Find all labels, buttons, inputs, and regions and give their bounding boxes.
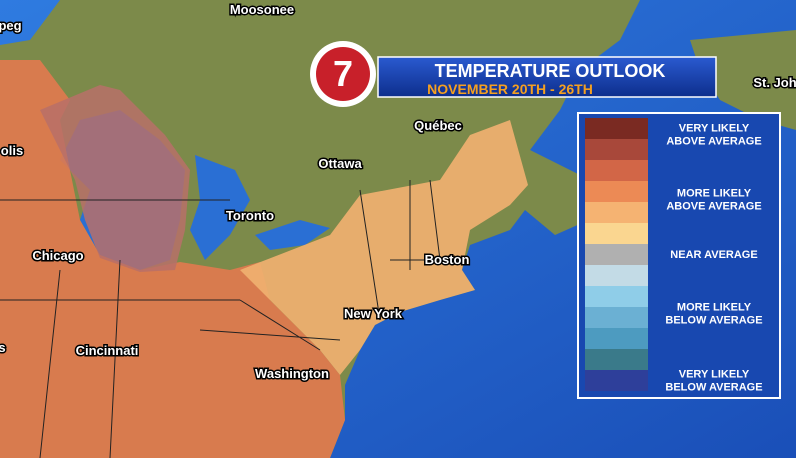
- outlook-region: [240, 120, 528, 375]
- city-labels: Moosonee St. Joh peg Québec Ottawa olis Toront…: [0, 1, 796, 383]
- city-label: Québec: [414, 118, 462, 133]
- title: TEMPERATURE OUTLOOK: [435, 61, 666, 81]
- city-label: Moosonee: [230, 2, 294, 17]
- legend-swatches: [585, 118, 648, 391]
- city-label: St. Joh: [753, 75, 796, 90]
- outlook-region: [40, 85, 190, 272]
- city-label: peg: [0, 18, 22, 33]
- title-banner: [377, 56, 717, 98]
- outlook-region: [0, 60, 345, 458]
- legend-label: ABOVE AVERAGE: [666, 136, 761, 148]
- city-label: Washington: [255, 366, 329, 381]
- legend-label: BELOW AVERAGE: [665, 315, 762, 327]
- city-label: s: [0, 340, 6, 355]
- legend-label: ABOVE AVERAGE: [666, 201, 761, 213]
- legend-label: NEAR AVERAGE: [670, 249, 757, 261]
- logo-text: 7: [333, 53, 353, 94]
- borders: [0, 179, 470, 459]
- city-label: Toronto: [226, 208, 274, 223]
- city-label: Ottawa: [318, 156, 362, 171]
- legend-label: BELOW AVERAGE: [665, 382, 762, 394]
- land-newfoundland: [690, 30, 796, 130]
- city-label: Cincinnati: [76, 343, 139, 358]
- subtitle: NOVEMBER 20TH - 26TH: [427, 81, 593, 97]
- legend-label: VERY LIKELY: [679, 369, 750, 381]
- lake: [255, 220, 330, 250]
- lake: [190, 155, 250, 260]
- legend-label: VERY LIKELY: [679, 123, 750, 135]
- city-label: Boston: [425, 252, 470, 267]
- legend-label: MORE LIKELY: [677, 302, 752, 314]
- city-label: New York: [344, 306, 403, 321]
- legend-label: MORE LIKELY: [677, 188, 752, 200]
- city-label: olis: [1, 143, 23, 158]
- city-label: Chicago: [32, 248, 83, 263]
- logo: 7: [310, 41, 376, 107]
